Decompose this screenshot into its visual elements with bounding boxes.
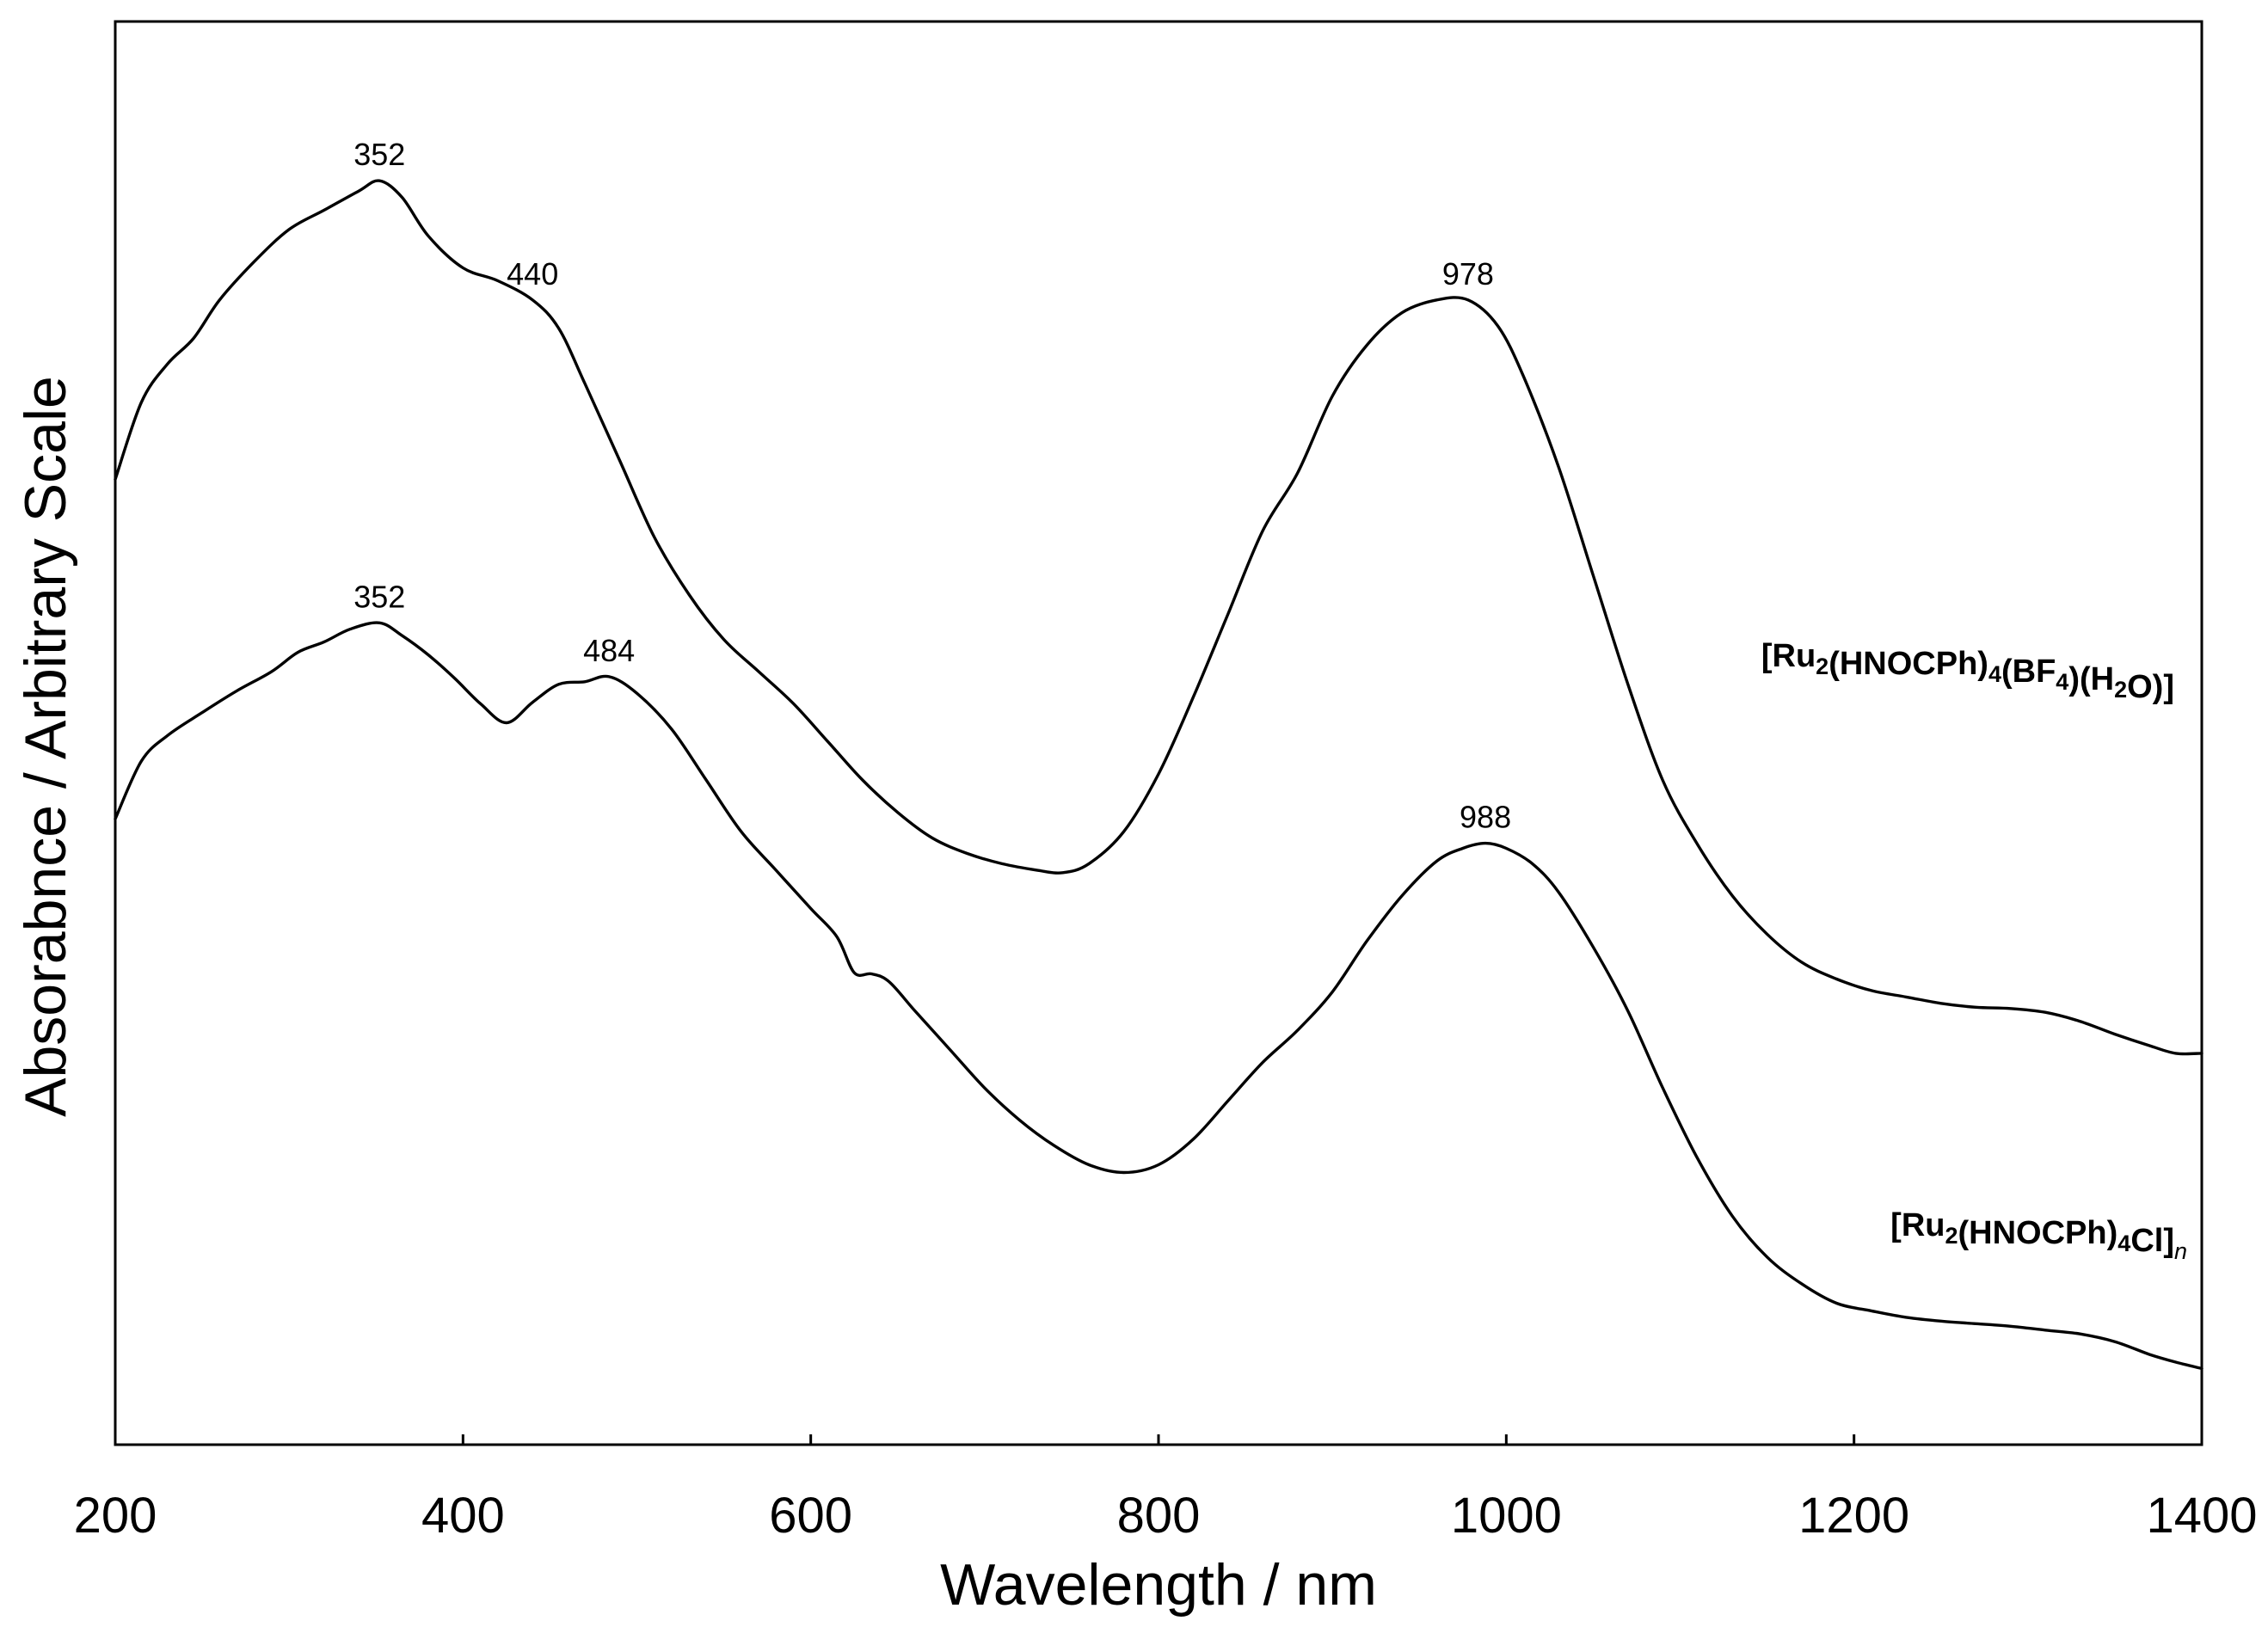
label-subscript: 4 bbox=[1988, 661, 2001, 687]
peak-annotations: 352 440 978 352 484 988 bbox=[353, 137, 1511, 834]
series-line-0 bbox=[114, 179, 2203, 1056]
series-label-bf4: [Ru2(HNOCPh)4(BF4)(H2O)] bbox=[1761, 638, 2174, 705]
label-subscript: 4 bbox=[2056, 669, 2068, 695]
label-text: [Ru bbox=[1761, 638, 1816, 674]
x-tick-label: 200 bbox=[74, 1488, 157, 1544]
y-axis-title: Absorabnce / Arbitrary Scale bbox=[13, 376, 78, 1117]
label-subscript: n bbox=[2174, 1238, 2187, 1264]
x-tick-label: 1400 bbox=[2146, 1488, 2257, 1544]
x-tick-label: 1200 bbox=[1798, 1488, 1909, 1544]
label-text: Cl] bbox=[2130, 1223, 2174, 1259]
peak-label: 484 bbox=[583, 633, 635, 668]
series-curves bbox=[114, 179, 2203, 1371]
x-axis-tick-labels: 200 400 600 800 1000 1200 1400 bbox=[74, 1488, 2258, 1544]
series-label-cl: [Ru2(HNOCPh)4Cl]n bbox=[1890, 1207, 2187, 1264]
x-tick-label: 600 bbox=[769, 1488, 852, 1544]
x-tick-label: 800 bbox=[1117, 1488, 1201, 1544]
label-text: (HNOCPh) bbox=[1958, 1215, 2118, 1251]
x-axis-title: Wavelength / nm bbox=[940, 1552, 1377, 1618]
x-tick-label: 400 bbox=[421, 1488, 505, 1544]
peak-label: 988 bbox=[1460, 800, 1511, 835]
label-text: O)] bbox=[2127, 669, 2174, 705]
peak-label: 352 bbox=[353, 579, 405, 614]
label-subscript: 2 bbox=[2114, 677, 2127, 703]
x-axis-ticks bbox=[461, 1434, 1856, 1445]
label-subscript: 2 bbox=[1945, 1223, 1958, 1249]
series-line-1 bbox=[114, 621, 2203, 1371]
label-text: (BF bbox=[2001, 654, 2056, 690]
peak-label: 978 bbox=[1442, 256, 1494, 292]
label-text: (HNOCPh) bbox=[1829, 646, 1988, 682]
label-subscript: 4 bbox=[2117, 1231, 2130, 1256]
peak-label: 352 bbox=[353, 137, 405, 172]
peak-label: 440 bbox=[507, 256, 558, 292]
x-tick-label: 1000 bbox=[1451, 1488, 1562, 1544]
label-subscript: 2 bbox=[1816, 654, 1829, 679]
label-text: )(H bbox=[2068, 661, 2114, 697]
label-text: [Ru bbox=[1890, 1207, 1945, 1243]
